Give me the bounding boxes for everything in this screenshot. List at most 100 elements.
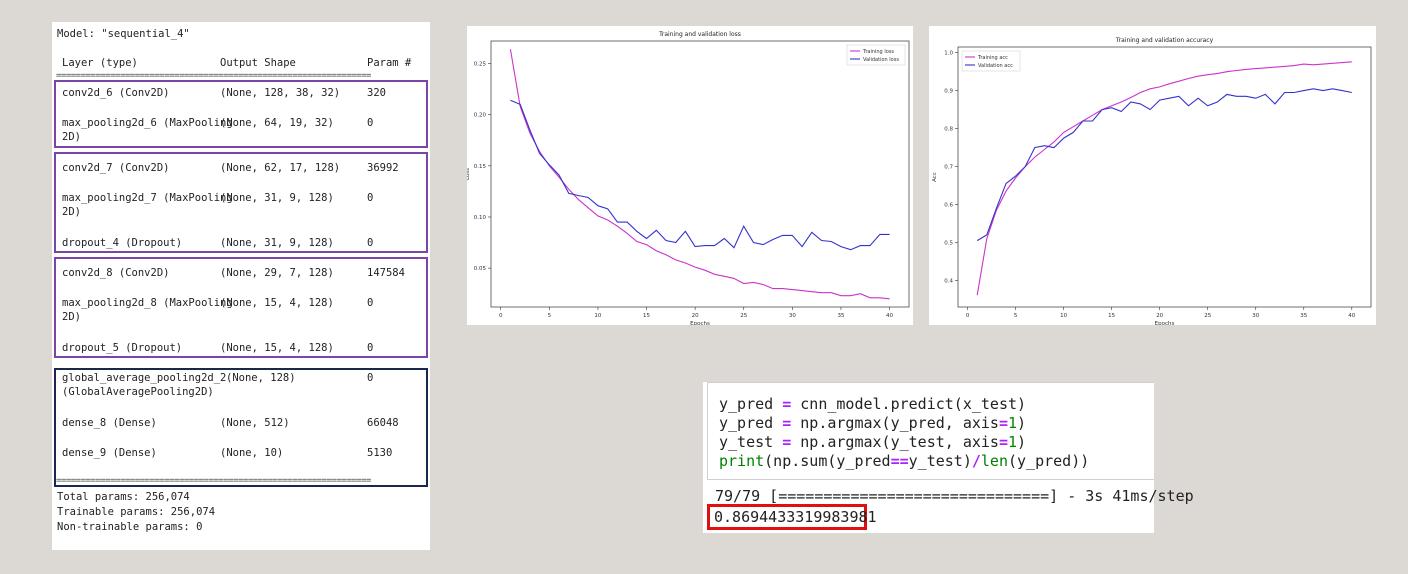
layer-name: dropout_4 (Dropout)	[62, 237, 183, 249]
layer-params: 36992	[367, 162, 399, 174]
layer-name: dense_8 (Dense)	[62, 417, 157, 429]
layer-shape: (None, 31, 9, 128)	[220, 237, 334, 249]
y-tick-label: 0.4	[944, 278, 953, 284]
layer-group-4	[54, 368, 428, 487]
layer-shape: (None, 62, 17, 128)	[220, 162, 341, 174]
layer-params: 320	[367, 87, 386, 99]
layer-params: 0	[367, 192, 374, 204]
layer-params: 0	[367, 297, 374, 309]
layer-name: conv2d_7 (Conv2D)	[62, 162, 170, 174]
layer-name: conv2d_6 (Conv2D)	[62, 87, 170, 99]
series-line-validation-loss	[510, 99, 890, 251]
layer-params: 0	[367, 237, 374, 249]
notebook-code-cell[interactable]: y_pred = cnn_model.predict(x_test) y_pre…	[703, 382, 1194, 533]
result-highlight-box	[707, 504, 867, 530]
y-tick-label: 0.7	[944, 165, 953, 171]
divider: ========================================…	[56, 73, 371, 79]
x-axis-label: Epochs	[1155, 321, 1175, 325]
layer-name: dropout_5 (Dropout)	[62, 342, 183, 354]
chart-title: Training and validation accuracy	[1115, 37, 1214, 44]
x-tick-label: 10	[1060, 313, 1067, 319]
layer-params: 0	[367, 117, 374, 129]
layer-shape: (None, 15, 4, 128)	[220, 342, 334, 354]
layer-shape: (None, 29, 7, 128)	[220, 267, 334, 279]
x-tick-label: 35	[1300, 313, 1307, 319]
y-tick-label: 1.0	[944, 51, 953, 57]
layer-name: dense_9 (Dense)	[62, 447, 157, 459]
legend-label: Validation loss	[863, 57, 899, 63]
layer-group-2	[54, 152, 428, 253]
x-tick-label: 25	[1204, 313, 1211, 319]
non-trainable-params: Non-trainable params: 0	[57, 521, 203, 533]
divider: ________________________________________…	[56, 540, 371, 546]
x-tick-label: 35	[837, 313, 844, 319]
legend-label: Training acc	[977, 55, 1008, 61]
layer-name: conv2d_8 (Conv2D)	[62, 267, 170, 279]
accuracy-chart: Training and validation accuracy 0 5 10 15 20…	[929, 26, 1376, 327]
plot-frame	[490, 40, 910, 308]
code-line: y_test = np.argmax(y_test, axis=1)	[719, 433, 1027, 451]
series-line-training-loss	[509, 49, 890, 300]
code-line: print(np.sum(y_pred==y_test)/len(y_pred)…	[719, 452, 1090, 470]
code-line: y_pred = cnn_model.predict(x_test)	[719, 395, 1027, 413]
total-params: Total params: 256,074	[57, 491, 190, 503]
layer-name: max_pooling2d_6 (MaxPooling 2D)	[62, 117, 233, 143]
layer-params: 66048	[367, 417, 399, 429]
x-tick-label: 0	[499, 313, 503, 319]
series-line-validation-acc	[976, 88, 1352, 242]
y-tick-label: 0.9	[944, 89, 953, 95]
y-tick-label: 0.10	[474, 215, 487, 221]
x-axis-label: Epochs	[690, 321, 710, 325]
layer-params: 147584	[367, 267, 405, 279]
y-tick-label: 0.05	[474, 266, 487, 272]
y-tick-label: 0.8	[944, 127, 953, 133]
plot-frame	[957, 46, 1372, 308]
y-tick-label: 0.25	[474, 62, 487, 68]
loss-chart: Training and validation loss 0 5 10 15 20 25 30…	[465, 26, 913, 327]
layer-params: 0	[367, 342, 374, 354]
accuracy-result: 0.8694433319983981	[714, 508, 877, 526]
layer-shape: (None, 128, 38, 32)	[220, 87, 341, 99]
layer-name: max_pooling2d_8 (MaxPooling 2D)	[62, 297, 233, 323]
code-input-area[interactable]: y_pred = cnn_model.predict(x_test) y_pre…	[707, 382, 1154, 480]
legend	[961, 50, 1021, 72]
x-tick-label: 40	[1348, 313, 1355, 319]
layer-shape: (None, 128)	[226, 372, 296, 384]
loss-chart-svg: Training and validation loss 0 5 10 15 20 25 30…	[465, 31, 910, 327]
trainable-params: Trainable params: 256,074	[57, 506, 216, 518]
layer-shape: (None, 10)	[220, 447, 284, 459]
legend	[846, 44, 906, 66]
layer-shape: (None, 64, 19, 32)	[220, 117, 334, 129]
x-tick-label: 0	[966, 313, 970, 319]
layer-shape: (None, 512)	[220, 417, 290, 429]
x-tick-label: 25	[740, 313, 747, 319]
x-tick-label: 10	[594, 313, 601, 319]
y-axis-label: Loss	[467, 168, 471, 180]
y-tick-label: 0.15	[474, 164, 487, 170]
layer-params: 0	[367, 372, 374, 384]
accuracy-chart-svg: Training and validation accuracy 0 5 10 15 20…	[932, 37, 1372, 327]
x-tick-label: 30	[1252, 313, 1259, 319]
y-axis-label: Acc	[932, 172, 938, 182]
layer-group-3	[54, 257, 428, 358]
x-tick-label: 5	[1014, 313, 1018, 319]
x-tick-label: 15	[1108, 313, 1115, 319]
layer-shape: (None, 31, 9, 128)	[220, 192, 334, 204]
header-layer: Layer (type)	[62, 57, 138, 69]
code-line: y_pred = np.argmax(y_pred, axis=1)	[719, 414, 1027, 432]
divider: ________________________________________…	[56, 48, 371, 54]
legend-label: Validation acc	[978, 63, 1013, 69]
header-output-shape: Output Shape	[220, 57, 296, 69]
x-tick-label: 20	[692, 313, 699, 319]
layer-name: global_average_pooling2d_2 (GlobalAverag…	[62, 372, 227, 398]
layer-name: max_pooling2d_7 (MaxPooling 2D)	[62, 192, 233, 218]
x-tick-label: 5	[548, 313, 552, 319]
x-tick-label: 15	[643, 313, 650, 319]
y-tick-label: 0.5	[944, 240, 953, 246]
model-name: Model: "sequential_4"	[57, 28, 190, 40]
legend-label: Training loss	[862, 49, 894, 55]
x-tick-label: 40	[886, 313, 893, 319]
layer-group-1	[54, 80, 428, 148]
divider: ========================================…	[56, 478, 371, 484]
x-tick-label: 20	[1156, 313, 1163, 319]
